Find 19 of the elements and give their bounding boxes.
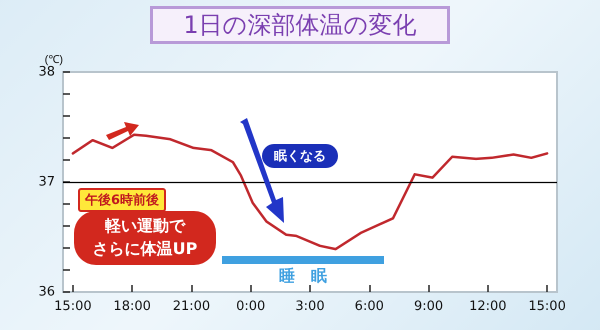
x-tick-label: 15:00 bbox=[54, 299, 92, 314]
x-tick-label: 15:00 bbox=[528, 299, 566, 314]
annotation: 軽い運動で bbox=[104, 215, 187, 237]
annotation: 眠くなる bbox=[262, 144, 338, 168]
y-tick-label: 37 bbox=[38, 174, 55, 190]
annotation: 午後6時前後 bbox=[78, 188, 166, 212]
x-tick-label: 21:00 bbox=[172, 299, 210, 314]
x-tick-label: 0:00 bbox=[236, 299, 266, 314]
y-axis-title: (℃) bbox=[44, 54, 63, 66]
x-tick-label: 12:00 bbox=[469, 299, 507, 314]
x-tick-label: 18:00 bbox=[113, 299, 151, 314]
x-tick-label: 9:00 bbox=[414, 299, 444, 314]
y-tick-label: 38 bbox=[38, 64, 55, 80]
annotation: 睡 眠 bbox=[278, 266, 328, 287]
chart-title: 1日の深部体温の変化 bbox=[150, 6, 450, 44]
x-tick-label: 3:00 bbox=[295, 299, 325, 314]
x-tick-label: 6:00 bbox=[354, 299, 384, 314]
annotation: さらに体温UP bbox=[92, 238, 198, 260]
y-tick-label: 36 bbox=[38, 284, 55, 300]
